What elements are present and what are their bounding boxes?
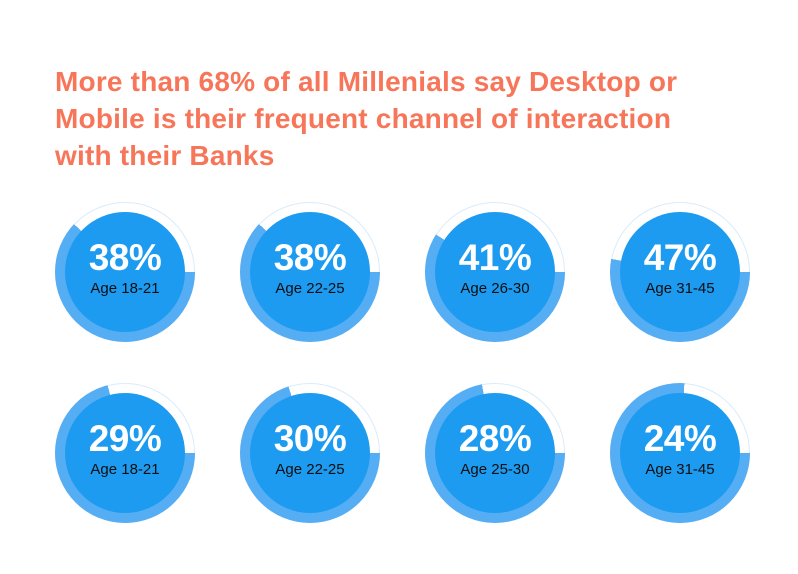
gauge-percentage-value: 41% [458,236,532,278]
page-title: More than 68% of all Millenials say Desk… [55,63,745,174]
gauge-percentage-value: 29% [88,417,162,459]
gauge-age-group-label: Age 18-21 [90,461,160,479]
gauge-text-group: 30% Age 22-25 [273,417,347,479]
gauge-age-group-label: Age 18-21 [90,280,160,298]
donut-gauge-row-2-1: 29% Age 18-21 [55,383,195,523]
gauge-disc: 28% Age 25-30 [435,393,555,513]
gauge-text-group: 38% Age 18-21 [88,236,162,298]
gauge-percentage-value: 24% [643,417,717,459]
gauge-age-group-label: Age 31-45 [645,280,715,298]
gauge-text-group: 29% Age 18-21 [88,417,162,479]
gauge-percentage-value: 38% [273,236,347,278]
page-title-line-1: More than 68% of all Millenials say Desk… [55,65,678,97]
gauge-age-group-label: Age 31-45 [645,461,715,479]
gauge-text-group: 28% Age 25-30 [458,417,532,479]
gauge-disc: 47% Age 31-45 [620,212,740,332]
donut-gauge-row-2-4: 24% Age 31-45 [610,383,750,523]
gauge-percentage-value: 30% [273,417,347,459]
gauge-percentage-value: 38% [88,236,162,278]
gauge-row-2: 29% Age 18-21 30% Age 22-25 28% Age 25-30 24% A… [55,383,750,523]
gauge-text-group: 47% Age 31-45 [643,236,717,298]
gauge-text-group: 41% Age 26-30 [458,236,532,298]
donut-gauge-row-1-3: 41% Age 26-30 [425,202,565,342]
donut-gauge-row-2-3: 28% Age 25-30 [425,383,565,523]
page-title-line-3: with their Banks [55,139,275,171]
gauge-age-group-label: Age 22-25 [275,461,345,479]
gauge-percentage-value: 28% [458,417,532,459]
gauge-disc: 29% Age 18-21 [65,393,185,513]
gauge-row-1: 38% Age 18-21 38% Age 22-25 41% Age 26-30 47% A… [55,202,750,342]
gauge-text-group: 38% Age 22-25 [273,236,347,298]
gauge-age-group-label: Age 25-30 [460,461,530,479]
donut-gauge-row-2-2: 30% Age 22-25 [240,383,380,523]
donut-gauge-row-1-2: 38% Age 22-25 [240,202,380,342]
gauge-disc: 38% Age 18-21 [65,212,185,332]
gauge-age-group-label: Age 26-30 [460,280,530,298]
gauge-age-group-label: Age 22-25 [275,280,345,298]
page-title-line-2: Mobile is their frequent channel of inte… [55,102,672,134]
gauge-disc: 41% Age 26-30 [435,212,555,332]
gauge-disc: 38% Age 22-25 [250,212,370,332]
donut-gauge-row-1-4: 47% Age 31-45 [610,202,750,342]
gauge-text-group: 24% Age 31-45 [643,417,717,479]
donut-gauge-row-1-1: 38% Age 18-21 [55,202,195,342]
gauge-disc: 30% Age 22-25 [250,393,370,513]
gauge-disc: 24% Age 31-45 [620,393,740,513]
gauge-percentage-value: 47% [643,236,717,278]
